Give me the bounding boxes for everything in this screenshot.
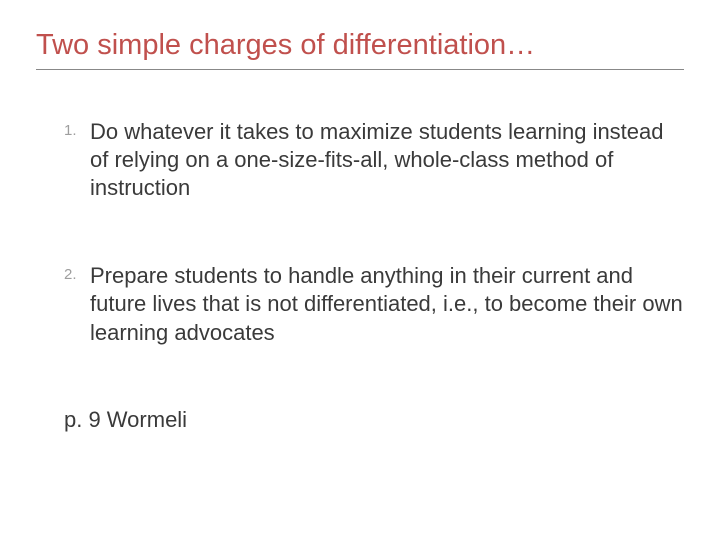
list-text-1: Do whatever it takes to maximize student… — [90, 118, 684, 202]
page-title: Two simple charges of differentiation… — [36, 28, 684, 70]
list-item: 1. Do whatever it takes to maximize stud… — [64, 118, 684, 202]
slide: Two simple charges of differentiation… 1… — [0, 0, 720, 540]
citation: p. 9 Wormeli — [64, 407, 684, 433]
list-number-2: 2. — [64, 262, 90, 283]
list-number-1: 1. — [64, 118, 90, 139]
content-area: 1. Do whatever it takes to maximize stud… — [36, 118, 684, 433]
list-item: 2. Prepare students to handle anything i… — [64, 262, 684, 346]
list-text-2: Prepare students to handle anything in t… — [90, 262, 684, 346]
